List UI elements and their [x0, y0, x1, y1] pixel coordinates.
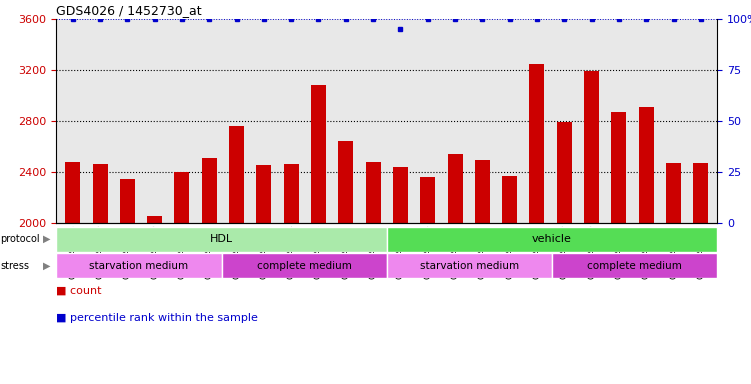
- Bar: [556, 122, 572, 223]
- Bar: [529, 64, 544, 223]
- Text: HDL: HDL: [210, 234, 233, 244]
- Bar: [229, 126, 244, 223]
- Bar: [638, 107, 653, 223]
- Text: ■ count: ■ count: [56, 286, 102, 296]
- Text: ▶: ▶: [43, 261, 50, 271]
- Text: starvation medium: starvation medium: [89, 261, 189, 271]
- Bar: [311, 85, 326, 223]
- Text: ■ percentile rank within the sample: ■ percentile rank within the sample: [56, 313, 258, 323]
- Bar: [475, 161, 490, 223]
- Bar: [552, 253, 717, 278]
- Bar: [56, 253, 222, 278]
- Text: vehicle: vehicle: [532, 234, 572, 244]
- Text: protocol: protocol: [0, 234, 40, 244]
- Bar: [56, 227, 387, 252]
- Text: GDS4026 / 1452730_at: GDS4026 / 1452730_at: [56, 3, 202, 17]
- Bar: [666, 163, 681, 223]
- Bar: [202, 158, 217, 223]
- Bar: [284, 164, 299, 223]
- Text: complete medium: complete medium: [587, 261, 682, 271]
- Text: complete medium: complete medium: [257, 261, 351, 271]
- Bar: [421, 177, 436, 223]
- Text: starvation medium: starvation medium: [420, 261, 519, 271]
- Bar: [387, 227, 717, 252]
- Bar: [222, 253, 387, 278]
- Bar: [174, 172, 189, 223]
- Bar: [393, 167, 408, 223]
- Bar: [502, 175, 517, 223]
- Bar: [584, 71, 599, 223]
- Bar: [366, 162, 381, 223]
- Bar: [147, 216, 162, 223]
- Bar: [448, 154, 463, 223]
- Bar: [611, 112, 626, 223]
- Bar: [693, 163, 708, 223]
- Bar: [92, 164, 107, 223]
- Bar: [387, 253, 552, 278]
- Bar: [65, 162, 80, 223]
- Bar: [120, 179, 135, 223]
- Bar: [338, 141, 353, 223]
- Bar: [256, 166, 271, 223]
- Text: stress: stress: [0, 261, 29, 271]
- Text: ▶: ▶: [43, 234, 50, 244]
